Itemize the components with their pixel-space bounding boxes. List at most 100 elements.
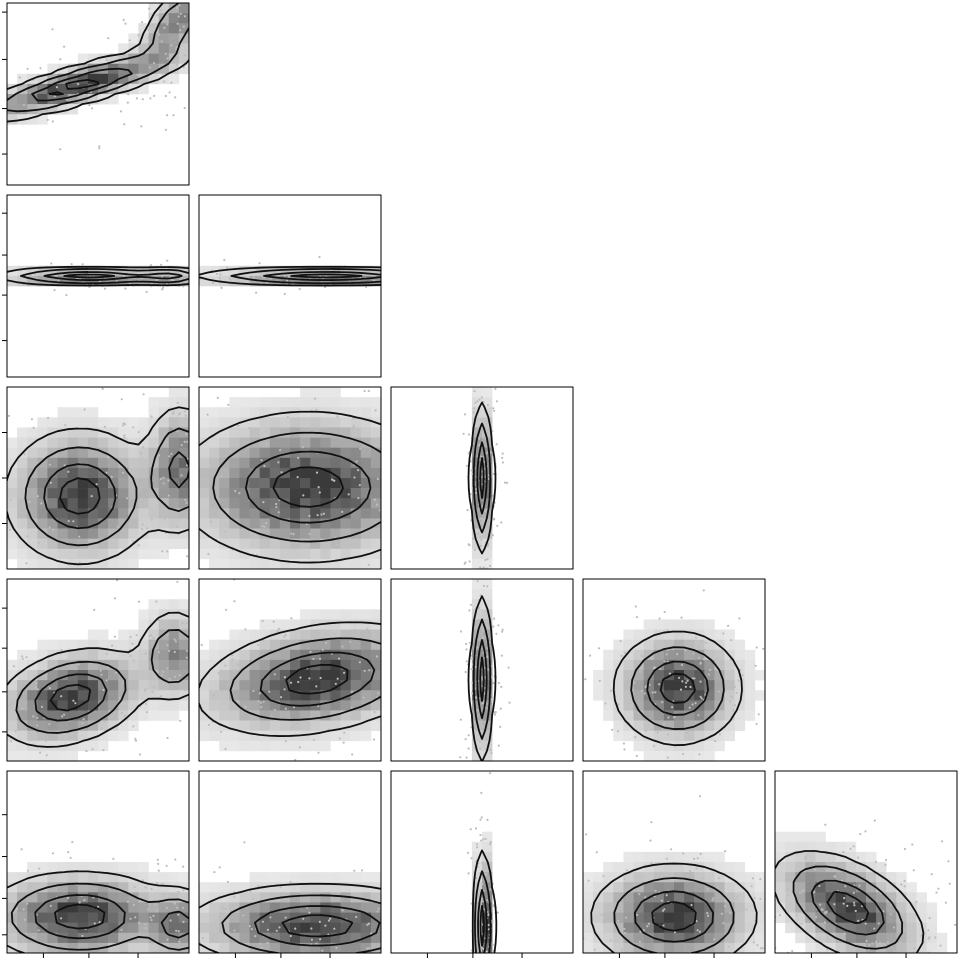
density-cell bbox=[17, 740, 28, 752]
density-cell bbox=[259, 740, 271, 752]
density-cell bbox=[290, 710, 301, 721]
density-cell bbox=[694, 619, 705, 630]
density-cell bbox=[17, 912, 28, 923]
sample-point bbox=[666, 660, 669, 663]
density-cell bbox=[178, 417, 189, 428]
sample-point bbox=[476, 709, 479, 712]
density-cell bbox=[623, 670, 634, 681]
sample-point bbox=[903, 879, 906, 883]
sample-point bbox=[595, 851, 598, 854]
density-cell bbox=[300, 912, 311, 923]
density-cell bbox=[471, 730, 483, 742]
density-cell bbox=[67, 437, 79, 448]
sample-point bbox=[141, 523, 144, 526]
density-cell bbox=[896, 912, 907, 923]
sample-point bbox=[364, 636, 367, 639]
sample-point bbox=[484, 737, 488, 741]
density-cell bbox=[603, 892, 614, 903]
sample-point bbox=[688, 706, 691, 709]
sample-point bbox=[144, 923, 147, 926]
density-cell bbox=[158, 538, 170, 550]
sample-point bbox=[182, 865, 185, 868]
panel-frame bbox=[6, 578, 190, 762]
sample-point bbox=[696, 929, 699, 932]
contour-line bbox=[199, 621, 381, 737]
density-cell bbox=[330, 538, 341, 550]
sample-point bbox=[160, 263, 163, 266]
sample-point bbox=[755, 646, 758, 649]
density-cell bbox=[178, 488, 189, 499]
sample-point bbox=[823, 921, 827, 924]
sample-point bbox=[622, 742, 626, 745]
density-cell bbox=[724, 670, 735, 681]
sample-point bbox=[164, 94, 167, 98]
sample-point bbox=[183, 688, 187, 692]
density-cell bbox=[886, 922, 897, 934]
density-cell bbox=[310, 922, 321, 934]
density-cell bbox=[300, 690, 311, 701]
density-cell bbox=[785, 851, 796, 863]
sample-point bbox=[63, 464, 66, 467]
density-cell bbox=[249, 558, 260, 569]
density-cell bbox=[704, 659, 715, 671]
density-cell bbox=[643, 619, 655, 630]
density-cell bbox=[471, 498, 483, 509]
density-cell bbox=[148, 447, 159, 459]
sample-point bbox=[209, 520, 213, 523]
density-cell bbox=[633, 639, 644, 651]
density-cell bbox=[17, 922, 28, 934]
sample-point bbox=[818, 937, 821, 940]
density-cell bbox=[471, 599, 483, 610]
density-cell bbox=[593, 690, 604, 701]
density-cell bbox=[249, 508, 260, 519]
density-cell bbox=[98, 872, 109, 883]
sample-point bbox=[312, 738, 315, 742]
sample-point bbox=[636, 913, 639, 916]
density-cell bbox=[795, 862, 806, 873]
density-cell bbox=[199, 478, 210, 489]
density-cell bbox=[47, 518, 58, 529]
density-cell bbox=[67, 478, 79, 489]
sample-point bbox=[72, 699, 75, 702]
sample-point bbox=[106, 456, 109, 459]
density-cell bbox=[876, 872, 887, 883]
sample-point bbox=[183, 15, 187, 18]
density-cell bbox=[168, 942, 180, 953]
sample-point bbox=[226, 880, 229, 883]
density-cell bbox=[866, 912, 877, 923]
sample-point bbox=[489, 843, 492, 846]
density-cell bbox=[310, 518, 321, 529]
sample-point bbox=[369, 441, 372, 444]
sample-point bbox=[802, 889, 806, 892]
sample-point bbox=[912, 869, 915, 872]
density-cell bbox=[148, 548, 159, 560]
density-cell bbox=[138, 649, 149, 661]
sample-point bbox=[709, 668, 712, 672]
density-cell bbox=[138, 680, 149, 691]
panel-p1-0 bbox=[2, 2, 190, 186]
density-cell bbox=[663, 750, 675, 761]
sample-point bbox=[684, 685, 688, 688]
density-cell bbox=[350, 488, 362, 499]
density-cell bbox=[138, 447, 149, 459]
density-cell bbox=[674, 750, 685, 761]
density-cell bbox=[674, 851, 685, 863]
density-cell bbox=[219, 467, 230, 479]
density-cell bbox=[269, 407, 281, 418]
density-cell bbox=[77, 720, 89, 731]
sample-point bbox=[144, 702, 148, 706]
density-cell bbox=[259, 619, 271, 630]
sample-point bbox=[179, 12, 182, 15]
density-cell bbox=[340, 498, 351, 509]
density-cell bbox=[118, 548, 129, 560]
sample-point bbox=[46, 118, 49, 121]
sample-point bbox=[312, 657, 315, 661]
density-cell bbox=[785, 872, 796, 883]
sample-point bbox=[336, 677, 339, 680]
density-cell bbox=[370, 892, 381, 903]
density-cell bbox=[340, 427, 351, 438]
density-cell bbox=[108, 922, 119, 934]
sample-point bbox=[174, 640, 177, 643]
sample-point bbox=[482, 726, 485, 729]
density-cell bbox=[67, 548, 79, 560]
